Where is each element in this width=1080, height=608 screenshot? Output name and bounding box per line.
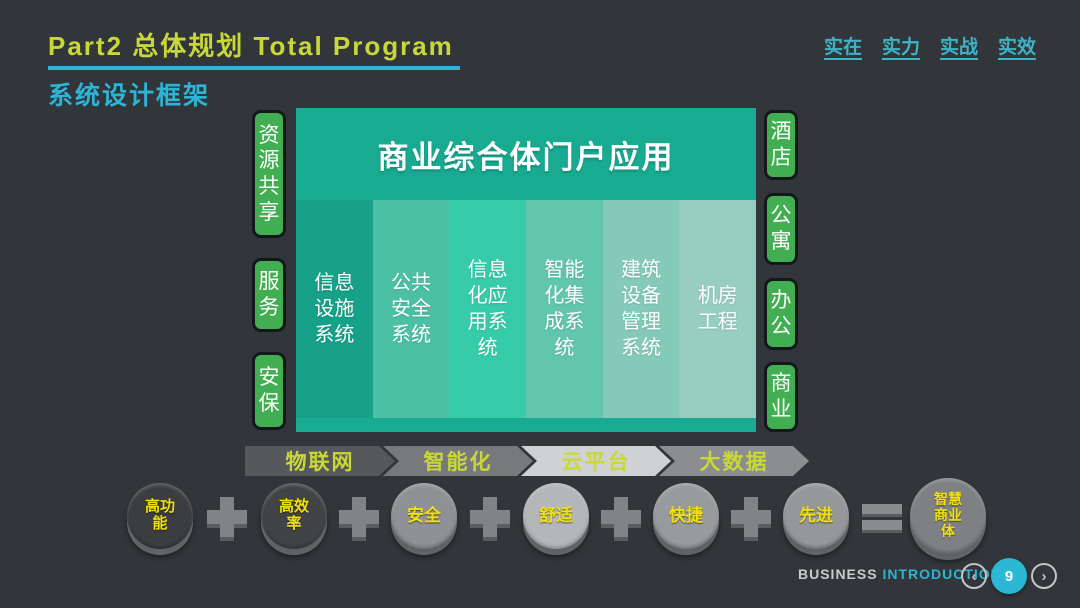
right-label-box: 公 寓 xyxy=(764,193,798,265)
formula-coin: 先进 xyxy=(783,483,849,549)
formula-coin: 快捷 xyxy=(653,483,719,549)
title-underline xyxy=(48,66,460,70)
portal-columns: 信息 设施 系统 公共 安全 系统 信息 化应 用系 统智能 化集 成系 统建筑 设… xyxy=(296,200,757,418)
motto-word: 实战 xyxy=(939,37,978,58)
prev-button[interactable]: ‹ xyxy=(961,563,987,589)
banner-segment: 云平台 xyxy=(521,446,671,476)
formula-coin: 高效 率 xyxy=(261,483,327,549)
plus-icon xyxy=(601,497,641,537)
portal-column: 信息 化应 用系 统 xyxy=(449,200,527,418)
page-number-badge: 9 xyxy=(991,558,1027,594)
portal-column: 信息 设施 系统 xyxy=(296,200,373,418)
banner-segment: 物联网 xyxy=(245,446,395,476)
portal-bottom-strip xyxy=(296,418,756,432)
formula-coin: 安全 xyxy=(391,483,457,549)
left-label-box: 安 保 xyxy=(252,352,286,430)
portal-column: 智能 化集 成系 统 xyxy=(526,200,603,418)
portal-box: 商业综合体门户应用 信息 设施 系统 公共 安全 系统 信息 化应 用系 统智能 化… xyxy=(296,108,757,432)
left-label-box: 服 务 xyxy=(252,258,286,332)
left-label-box: 资 源 共 享 xyxy=(252,110,286,238)
page-title: Part2 总体规划 Total Program xyxy=(48,31,454,61)
portal-column: 公共 安全 系统 xyxy=(372,200,450,418)
plus-icon xyxy=(470,497,510,537)
banner-segment: 智能化 xyxy=(383,446,533,476)
next-button[interactable]: › xyxy=(1031,563,1057,589)
formula-coin: 高功 能 xyxy=(127,483,193,549)
banner-segment: 大数据 xyxy=(659,446,809,476)
equals-icon xyxy=(862,502,902,532)
right-label-box: 商 业 xyxy=(764,362,798,432)
section-title: 系统设计框架 xyxy=(48,82,211,110)
formula-coin: 智慧 商业 体 xyxy=(910,478,986,554)
right-label-box: 办 公 xyxy=(764,278,798,350)
formula-coin: 舒适 xyxy=(523,483,589,549)
brand-bold: BUSINESS xyxy=(798,566,878,582)
plus-icon xyxy=(207,497,247,537)
portal-title: 商业综合体门户应用 xyxy=(377,139,675,175)
right-label-box: 酒 店 xyxy=(764,110,798,180)
plus-icon xyxy=(339,497,379,537)
motto-word: 实力 xyxy=(881,37,920,58)
header-motto: 实在 实力 实战 实效 xyxy=(824,32,1036,59)
portal-column: 建筑 设备 管理 系统 xyxy=(602,200,680,418)
technology-banner: 物联网 智能化 云平台 大数据 xyxy=(245,446,825,476)
plus-icon xyxy=(731,497,771,537)
motto-word: 实在 xyxy=(823,37,862,58)
portal-column: 机房 工程 xyxy=(679,200,757,418)
motto-word: 实效 xyxy=(997,37,1036,58)
